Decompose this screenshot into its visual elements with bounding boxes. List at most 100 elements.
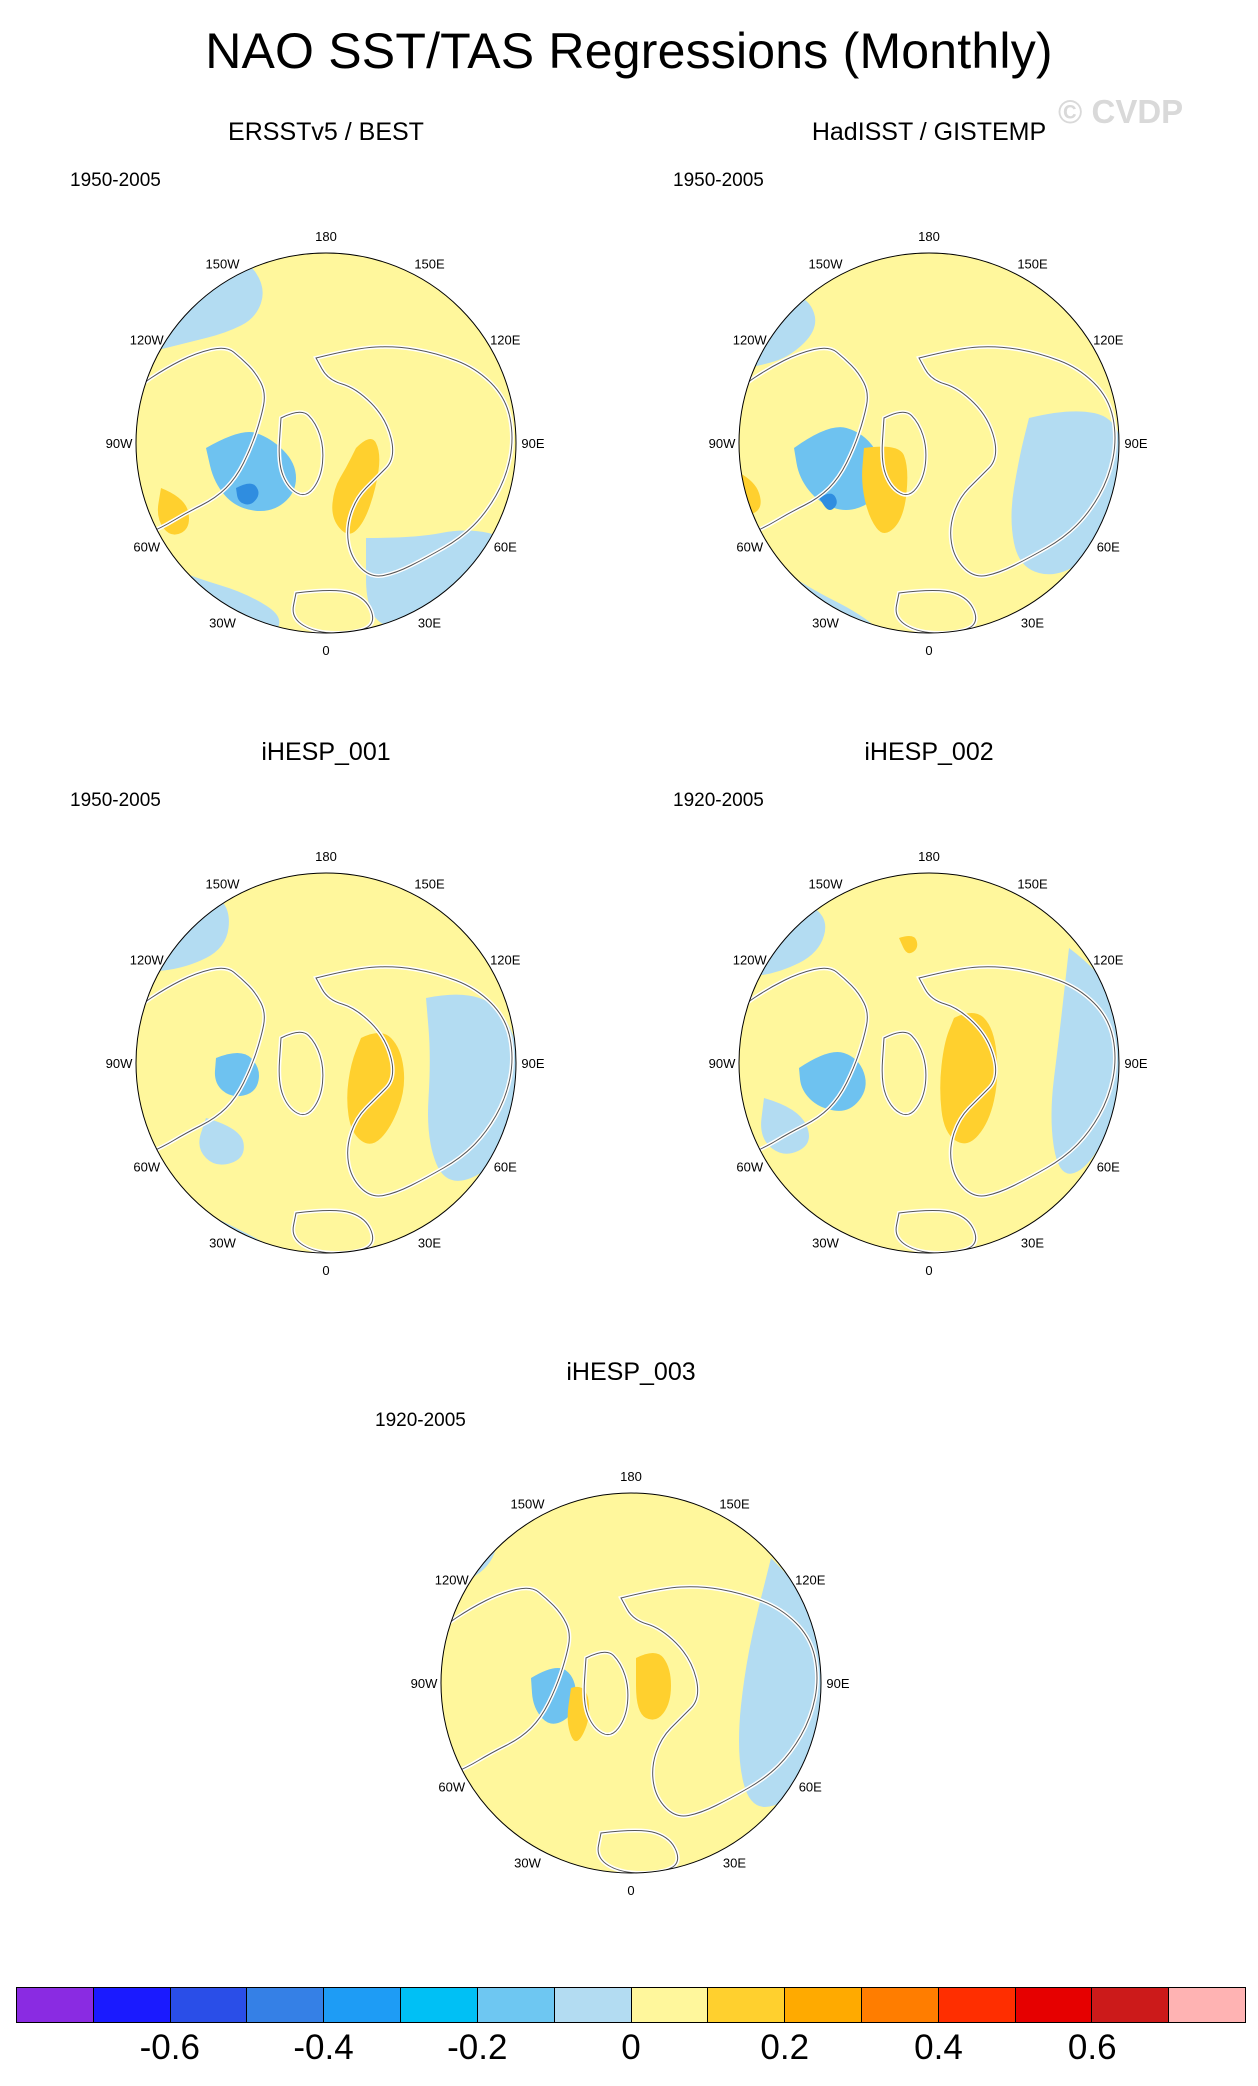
ocean-blue-region (761, 1098, 809, 1154)
longitude-label: 30W (209, 1235, 236, 1250)
ocean-blue-region (426, 994, 516, 1181)
map-boundary (738, 252, 1120, 634)
panel-title: HadISST / GISTEMP (811, 118, 1047, 146)
period-label: 1950-2005 (70, 790, 161, 811)
longitude-label: 120E (490, 953, 521, 968)
longitude-label: 60W (133, 540, 160, 555)
panel-title: iHESP_002 (864, 738, 994, 766)
longitude-label: 120E (490, 333, 521, 348)
coastline (315, 966, 513, 1197)
ocean-blue-region (199, 1118, 244, 1165)
polar-map: 180 150E 120E 90E 60E 30E 0 30W 60W 90W 120W 150W (106, 229, 545, 658)
map-boundary (135, 872, 517, 1254)
longitude-label: 180 (918, 229, 940, 244)
orange-region (899, 936, 918, 954)
colorbar-box (247, 1988, 325, 2022)
longitude-label: 60E (494, 1160, 517, 1175)
longitude-label: 60W (133, 1160, 160, 1175)
colorbar-box (631, 1988, 709, 2022)
colorbar-tick-label: -0.4 (293, 2028, 354, 2067)
panel-title: iHESP_003 (566, 1358, 696, 1386)
longitude-label: 150W (206, 257, 241, 272)
longitude-label: 150E (719, 1497, 750, 1512)
coastline (583, 1651, 629, 1736)
longitude-label: 90W (106, 1056, 133, 1071)
colorbar-box (93, 1988, 171, 2022)
panel-title: ERSSTv5 / BEST (228, 118, 424, 146)
period-label: 1950-2005 (673, 170, 764, 191)
colorbar-box (938, 1988, 1016, 2022)
longitude-label: 30E (418, 615, 441, 630)
coastline (895, 590, 977, 633)
longitude-label: 150W (206, 877, 241, 892)
longitude-label: 120E (1093, 953, 1124, 968)
mid-blue-region (214, 1053, 259, 1097)
ocean-blue-region (739, 1558, 821, 1807)
colorbar-box (785, 1988, 862, 2022)
coastline (620, 1586, 818, 1817)
colorbar-box (170, 1988, 248, 2022)
longitude-label: 0 (322, 1263, 329, 1278)
colorbar-box (324, 1988, 402, 2022)
longitude-label: 150W (809, 257, 844, 272)
yellow-field (739, 873, 1119, 1253)
longitude-label: 60E (1097, 540, 1120, 555)
deep-blue-region (819, 493, 837, 510)
longitude-label: 90E (1124, 1056, 1147, 1071)
period-label: 1950-2005 (70, 170, 161, 191)
colorbar-box (401, 1988, 478, 2022)
longitude-label: 150W (809, 877, 844, 892)
colorbar-box (861, 1988, 939, 2022)
colorbar-box (1169, 1988, 1245, 2022)
longitude-label: 30W (812, 1235, 839, 1250)
longitude-label: 60E (1097, 1160, 1120, 1175)
orange-region (940, 1013, 998, 1144)
coastline (918, 966, 1116, 1197)
longitude-label: 90E (521, 1056, 544, 1071)
panel-hadisst-gistemp: HadISST / GISTEMP 1950-2005 180 150E 120E 9… (669, 118, 1189, 718)
polar-map: 180 150E 120E 90E 60E 30E 0 30W 60W 90W 120W 150W (709, 849, 1148, 1278)
longitude-label: 120W (733, 953, 768, 968)
polar-map: 180 150E 120E 90E 60E 30E 0 30W 60W 90W 120W 150W (709, 229, 1148, 658)
colorbar-box (1015, 1988, 1093, 2022)
colorbar-tick-label: 0.4 (914, 2028, 963, 2067)
longitude-label: 150E (1017, 877, 1048, 892)
longitude-label: 30E (1021, 1235, 1044, 1250)
coastline (292, 1210, 374, 1253)
longitude-label: 30W (812, 615, 839, 630)
colorbar-tick-label: 0.2 (760, 2028, 810, 2067)
colorbar-box (554, 1988, 632, 2022)
coastline (292, 590, 374, 633)
longitude-label: 30W (209, 615, 236, 630)
map-field (739, 873, 1119, 1253)
longitude-label: 60W (736, 1160, 763, 1175)
longitude-label: 120W (130, 953, 165, 968)
longitude-label: 180 (315, 849, 337, 864)
mid-blue-region (794, 427, 882, 510)
colorbar-box (17, 1988, 94, 2022)
longitude-label: 150E (1017, 257, 1048, 272)
longitude-label: 0 (627, 1883, 634, 1898)
map-field (739, 253, 1119, 633)
panel-ihesp-001: iHESP_001 1950-2005 180 150E 120E 90E 60E 30E… (66, 738, 586, 1338)
panel-ihesp-003: iHESP_003 1920-2005 180 150E 120E 90E 60E 30E… (371, 1358, 891, 1958)
longitude-label: 120E (1093, 333, 1124, 348)
longitude-label: 90E (521, 436, 544, 451)
panel-title: iHESP_001 (261, 738, 391, 766)
polar-map: 180 150E 120E 90E 60E 30E 0 30W 60W 90W 120W 150W (106, 849, 545, 1278)
cvdp-watermark: © CVDP (1058, 93, 1184, 130)
figure-title: NAO SST/TAS Regressions (Monthly) (205, 23, 1053, 79)
longitude-label: 60W (736, 540, 763, 555)
orange-region (636, 1653, 671, 1720)
longitude-label: 120E (795, 1573, 826, 1588)
colorbar-box (708, 1988, 786, 2022)
yellow-field (441, 1493, 821, 1873)
longitude-label: 30E (723, 1855, 746, 1870)
longitude-label: 0 (925, 1263, 932, 1278)
coastline (881, 1031, 927, 1116)
longitude-label: 90W (106, 436, 133, 451)
coastline (597, 1830, 679, 1873)
longitude-label: 120W (435, 1573, 470, 1588)
panel-ersstv5-best: ERSSTv5 / BEST 1950-2005 180 150E 120E 90E 6… (66, 118, 586, 718)
coastline (895, 1210, 977, 1253)
